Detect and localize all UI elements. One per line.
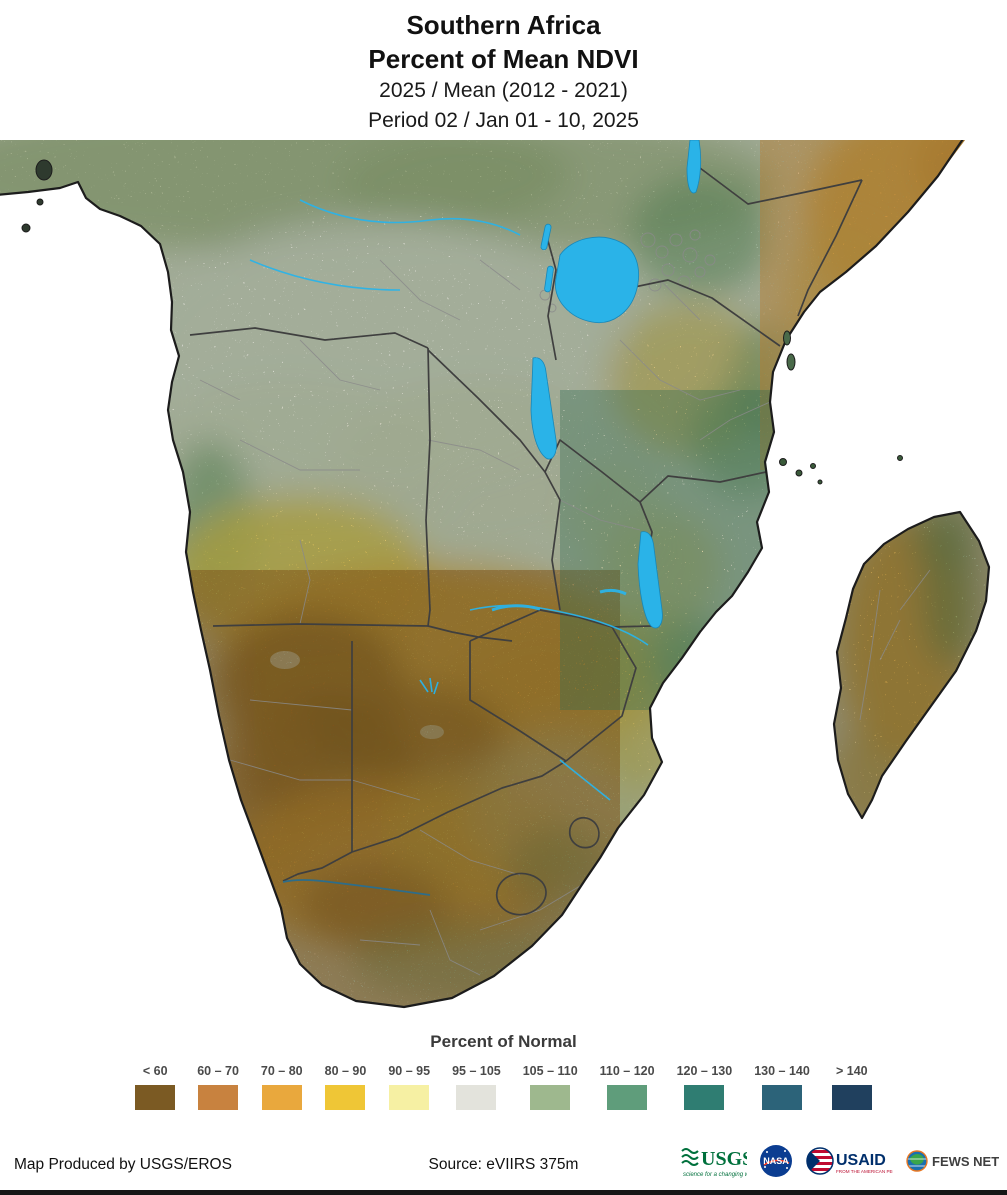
orange-river (282, 879, 431, 896)
map-header: Southern Africa Percent of Mean NDVI 202… (0, 0, 1007, 140)
usaid-logo-icon: USAID FROM THE AMERICAN PEOPLE (806, 1147, 893, 1175)
legend-class-label: 120 – 130 (676, 1064, 733, 1078)
legend-class: > 140 (831, 1064, 872, 1110)
lake-albert (540, 223, 552, 251)
map-title: Southern Africa (406, 10, 601, 40)
legend-class-swatch (198, 1085, 239, 1110)
usaid-logo-text: USAID (836, 1152, 886, 1169)
legend-class: 90 – 95 (388, 1064, 430, 1110)
lake-tanganyika (530, 357, 557, 460)
usgs-logo-text: USGS (701, 1148, 747, 1170)
usaid-tagline: FROM THE AMERICAN PEOPLE (836, 1169, 893, 1174)
usgs-logo-icon: USGS science for a changing world (681, 1148, 747, 1178)
legend-class-swatch (607, 1085, 648, 1110)
period-line: Period 02 / Jan 01 - 10, 2025 (368, 109, 639, 132)
legend-class-label: 70 – 80 (260, 1064, 303, 1078)
lake-victoria (555, 236, 639, 324)
usgs-tagline: science for a changing world (683, 1172, 747, 1178)
legend: Percent of Normal < 60 60 – 70 70 – 80 80 –… (0, 1022, 1007, 1110)
islands (21, 159, 903, 485)
legend-class: 60 – 70 (197, 1064, 239, 1110)
lake-kivu (544, 265, 554, 293)
footer-logos: USGS science for a changing world NASA (681, 1142, 999, 1180)
produced-by-text: Map Produced by USGS/EROS (14, 1156, 232, 1173)
lake-turkana (686, 140, 702, 194)
legend-class: 95 – 105 (452, 1064, 501, 1110)
coastline (0, 140, 991, 1009)
nasa-logo-text: NASA (763, 1156, 789, 1166)
lakes (530, 140, 702, 629)
legend-class-label: 80 – 90 (324, 1064, 367, 1078)
legend-class-label: 60 – 70 (197, 1064, 239, 1078)
legend-class-swatch (761, 1085, 802, 1110)
legend-class-swatch (831, 1085, 872, 1110)
legend-class-label: < 60 (142, 1064, 168, 1078)
legend-class-label: 105 – 110 (522, 1064, 578, 1078)
legend-class: 110 – 120 (600, 1064, 655, 1110)
legend-class-swatch (389, 1085, 430, 1110)
legend-class-swatch (135, 1085, 176, 1110)
legend-title: Percent of Normal (430, 1032, 577, 1051)
map-subtitle: Percent of Mean NDVI (368, 44, 639, 74)
ndvi-map (0, 140, 1007, 1020)
ndvi-map-canvas (0, 140, 1007, 1020)
fews-net-logo-text: FEWS NET (932, 1154, 999, 1169)
legend-class: < 60 (135, 1064, 176, 1110)
legend-class-swatch (456, 1085, 497, 1110)
bottom-edge-bar (0, 1190, 1007, 1195)
legend-class-row: < 60 60 – 70 70 – 80 80 – 90 90 – 95 95 – 105… (0, 1064, 1007, 1110)
fews-net-logo-icon: FEWS NET (906, 1150, 999, 1172)
comparison-line: 2025 / Mean (2012 - 2021) (379, 79, 628, 102)
legend-class-swatch (261, 1085, 302, 1110)
legend-class: 120 – 130 (676, 1064, 733, 1110)
legend-class-swatch (530, 1085, 571, 1110)
legend-class: 130 – 140 (754, 1064, 810, 1110)
lake-malawi (637, 531, 663, 629)
admin-boundaries (199, 229, 931, 976)
rivers (249, 199, 649, 801)
national-boundaries (189, 167, 863, 916)
source-text: Source: eVIIRS 375m (428, 1156, 579, 1173)
legend-class: 105 – 110 (523, 1064, 578, 1110)
legend-class-label: 130 – 140 (754, 1064, 810, 1078)
legend-class-label: 90 – 95 (388, 1064, 431, 1078)
legend-class: 70 – 80 (261, 1064, 303, 1110)
legend-class-label: > 140 (835, 1064, 868, 1078)
legend-class-swatch (325, 1085, 366, 1110)
nasa-logo-icon: NASA (760, 1145, 792, 1177)
footer: Map Produced by USGS/EROS Source: eVIIRS… (0, 1130, 1007, 1190)
legend-class-label: 95 – 105 (452, 1064, 501, 1078)
legend-class-label: 110 – 120 (599, 1064, 655, 1078)
legend-class-swatch (684, 1085, 725, 1110)
legend-class: 80 – 90 (324, 1064, 367, 1110)
